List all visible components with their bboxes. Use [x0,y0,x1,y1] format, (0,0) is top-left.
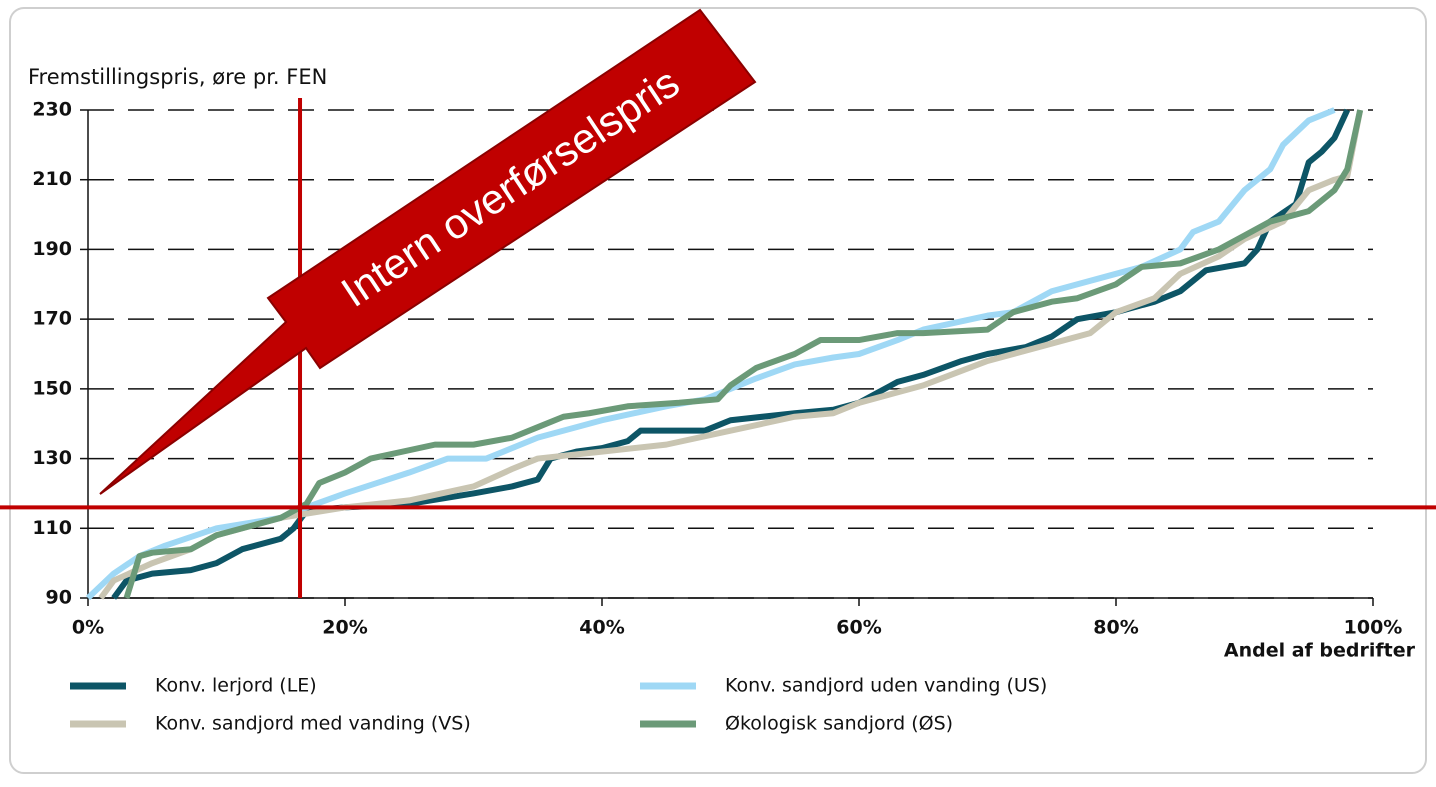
x-tick-label: 0% [72,617,104,639]
series-line [123,109,1364,599]
x-axis-label: Andel af bedrifter [1224,640,1416,662]
callout-text: Intern overførselspris [333,58,688,315]
y-tick-label: 130 [32,447,72,469]
x-tick-label: 20% [322,617,367,639]
callout-shape [99,8,757,495]
legend-label: Økologisk sandjord (ØS) [725,713,953,735]
x-tick-label: 60% [836,617,881,639]
x-tick-label: 80% [1093,617,1138,639]
y-tick-label: 150 [32,377,72,399]
y-axis-label: Fremstillingspris, øre pr. FEN [28,65,327,89]
chart-frame [9,7,1427,774]
legend-label: Konv. lerjord (LE) [155,675,317,697]
x-tick-label: 100% [1344,617,1403,639]
y-tick-label: 170 [32,308,72,330]
y-tick-label: 230 [32,99,72,121]
y-tick-label: 90 [46,587,72,609]
x-tick-label: 40% [579,617,624,639]
y-tick-label: 210 [32,168,72,190]
legend-label: Konv. sandjord med vanding (VS) [155,713,471,735]
series-line [111,108,1351,600]
y-tick-label: 190 [32,238,72,260]
legend-label: Konv. sandjord uden vanding (US) [725,675,1047,697]
y-tick-label: 110 [32,517,72,539]
